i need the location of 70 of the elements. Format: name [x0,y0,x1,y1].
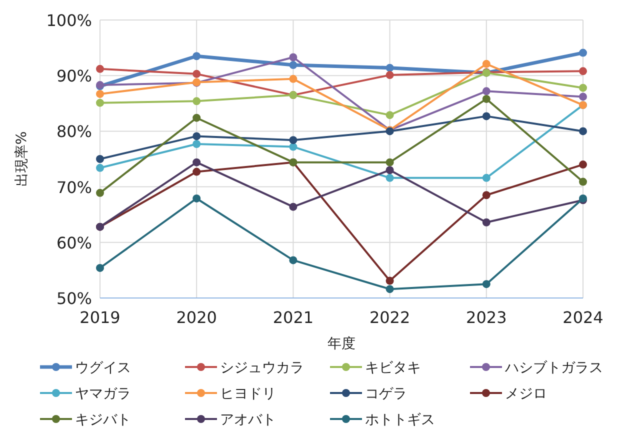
point [579,84,587,92]
legend-label: キビタキ [365,360,421,376]
point [579,160,587,169]
point [482,280,490,288]
point [192,97,201,106]
point [482,218,490,226]
point [482,94,490,103]
y-tick-label: 70% [56,178,92,197]
point [96,98,104,107]
legend-label: ヒヨドリ [220,386,276,402]
point [96,264,104,272]
point [386,276,394,285]
point [386,166,394,174]
x-tick-label: 2023 [466,308,507,327]
point [579,67,587,76]
point [192,140,201,148]
point [192,132,201,140]
point [386,174,394,182]
legend-label: キジバト [75,412,131,428]
y-tick-label: 90% [56,66,92,86]
point [289,74,298,83]
point [96,64,104,73]
point [482,60,490,68]
legend-label: ウグイス [75,360,131,376]
legend-label: ホトトギス [365,412,435,428]
point [289,256,298,264]
legend-label: メジロ [505,386,547,402]
point [579,178,587,186]
point [289,53,298,62]
point [192,52,201,60]
point [192,70,201,78]
point [579,127,587,136]
point [386,71,394,80]
point [192,168,201,176]
point [482,191,490,200]
point [289,61,298,70]
legend-label: ヤマガラ [75,386,131,402]
y-tick-label: 60% [56,233,92,252]
y-tick-label: 80% [56,122,92,142]
point [96,155,104,163]
legend-label: シジュウカラ [220,360,304,376]
legend-label: コゲラ [365,386,407,402]
point [289,136,298,144]
x-tick-label: 2019 [80,308,120,327]
y-tick-label: 100% [46,11,92,30]
point [192,114,201,122]
point [386,64,394,72]
point [386,158,394,166]
x-tick-label: 2020 [176,308,217,327]
y-tick-label: 50% [56,289,92,308]
legend-label: アオバト [220,412,276,428]
point [579,92,587,101]
point [96,188,104,197]
x-tick-label: 2021 [272,308,314,327]
y-axis-title: 出現率% [14,131,30,187]
point [482,174,490,182]
point [386,285,394,294]
point [96,164,104,172]
point [386,111,394,120]
x-axis-title: 年度 [328,336,356,352]
point [96,90,104,98]
point [579,48,587,57]
point [192,194,201,202]
point [482,112,490,120]
point [192,158,201,166]
x-tick-label: 2024 [562,308,604,327]
x-tick-label: 2022 [369,308,410,327]
point [289,202,298,211]
legend-label: ハシブトガラス [504,360,603,376]
point [482,87,490,96]
